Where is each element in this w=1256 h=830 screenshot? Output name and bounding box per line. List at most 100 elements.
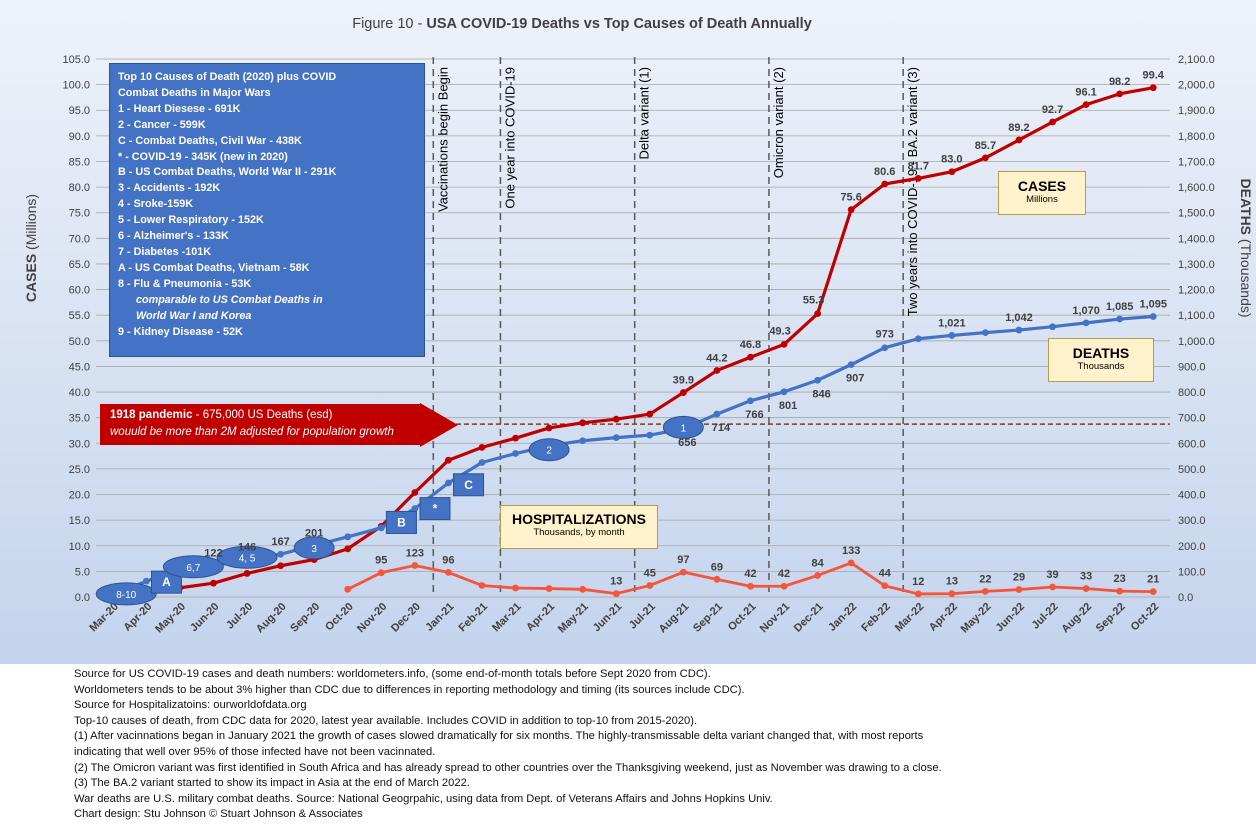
- data-point: [646, 410, 654, 418]
- data-point: [445, 569, 452, 576]
- y-right-tick-label: 2,000.0: [1178, 80, 1215, 92]
- y-left-tick-label: 105.0: [62, 54, 90, 66]
- data-label: 96.1: [1075, 87, 1096, 99]
- cases-callout-sub: Millions: [1026, 194, 1058, 205]
- y-right-tick-label: 1,700.0: [1178, 156, 1215, 168]
- data-label: 122: [204, 548, 222, 560]
- note-line: Source for Hospitalizatoins: ourworldofd…: [74, 699, 307, 712]
- legend-line: B - US Combat Deaths, World War II - 291…: [118, 166, 337, 179]
- marker-ellipse: [662, 415, 704, 439]
- data-label: 1,070: [1072, 305, 1100, 317]
- data-point: [814, 572, 821, 579]
- data-label: 714: [712, 422, 731, 434]
- data-point: [142, 577, 150, 585]
- y-left-tick-label: 65.0: [69, 259, 90, 271]
- deaths-callout: DEATHS Thousands: [1048, 338, 1154, 382]
- data-point: [713, 410, 721, 418]
- marker-square: [385, 510, 417, 534]
- legend-line: 5 - Lower Respiratory - 152K: [118, 214, 264, 227]
- data-point: [612, 415, 620, 423]
- note-line: indicating that well over 95% of those i…: [74, 745, 436, 758]
- data-point: [881, 582, 889, 590]
- data-point: [1049, 583, 1056, 591]
- hosp-callout: HOSPITALIZATIONS Thousands, by month: [500, 505, 658, 549]
- data-point: [814, 376, 821, 384]
- data-point: [243, 570, 251, 577]
- data-point: [579, 419, 587, 427]
- data-label: 99.4: [1143, 70, 1165, 82]
- data-label: 75.6: [840, 192, 861, 204]
- data-label: 95: [375, 555, 387, 567]
- data-point: [1082, 319, 1090, 327]
- data-point: [747, 353, 754, 361]
- data-point: [344, 545, 352, 553]
- y-right-tick-label: 0.0: [1178, 592, 1193, 604]
- reference-line-label: Delta variant (1): [637, 67, 652, 159]
- cases-callout-title: CASES: [1017, 178, 1067, 194]
- series-line-cases: [112, 86, 1154, 598]
- data-label: 13: [610, 576, 622, 588]
- data-point: [579, 585, 587, 593]
- data-point: [1149, 84, 1157, 92]
- data-label: 973: [876, 329, 894, 341]
- y-left-tick-label: 40.0: [69, 387, 90, 399]
- y-right-axis-title: DEATHS (Thousands): [1238, 178, 1254, 317]
- y-left-tick-label: 10.0: [69, 541, 90, 553]
- data-point: [982, 587, 989, 595]
- data-point: [1015, 586, 1023, 593]
- data-point: [1082, 101, 1090, 109]
- data-point: [512, 584, 519, 592]
- y-right-tick-label: 1,500.0: [1178, 208, 1215, 220]
- y-left-tick-label: 85.0: [69, 156, 90, 168]
- data-label: 22: [979, 573, 991, 585]
- data-label: 12: [912, 576, 924, 588]
- y-right-tick-label: 200.0: [1178, 541, 1206, 553]
- data-point: [713, 575, 721, 583]
- y-right-tick-label: 1,100.0: [1178, 310, 1215, 322]
- chart-title: Figure 10 - USA COVID-19 Deaths vs Top C…: [352, 16, 812, 32]
- data-label: 69: [711, 561, 723, 573]
- data-label: 98.2: [1109, 76, 1130, 88]
- y-left-tick-label: 60.0: [69, 285, 90, 297]
- y-right-tick-label: 1,600.0: [1178, 182, 1215, 194]
- y-right-tick-label: 1,400.0: [1178, 233, 1215, 245]
- series-line-deaths: [112, 314, 1154, 597]
- data-point: [780, 340, 788, 348]
- data-label: 96: [442, 554, 454, 566]
- deaths-callout-title: DEATHS: [1072, 345, 1130, 361]
- data-point: [478, 459, 486, 466]
- data-label: 92.7: [1042, 104, 1063, 116]
- y-left-tick-label: 70.0: [69, 233, 90, 245]
- y-right-tick-label: 300.0: [1178, 515, 1206, 527]
- data-point: [1116, 90, 1124, 98]
- pandemic-deaths: - 675,000 US Deaths (esd): [192, 409, 333, 421]
- data-label: 97: [677, 554, 689, 566]
- data-label: 1,085: [1106, 301, 1134, 313]
- data-point: [747, 397, 754, 405]
- data-label: 42: [778, 568, 790, 580]
- data-point: [277, 550, 284, 558]
- marker-label: 3: [311, 544, 317, 555]
- legend-line: 6 - Alzheimer's - 133K: [118, 230, 229, 243]
- y-left-tick-label: 95.0: [69, 105, 90, 117]
- legend-line: C - Combat Deaths, Civil War - 438K: [118, 134, 302, 147]
- note-line: Top-10 causes of death, from CDC data fo…: [74, 714, 698, 727]
- data-point: [377, 569, 385, 577]
- legend-line: 3 - Accidents - 192K: [118, 182, 221, 195]
- data-label: 656: [678, 437, 696, 449]
- data-point: [377, 524, 385, 532]
- cases-callout: CASES Millions: [998, 171, 1086, 215]
- y-right-tick-label: 500.0: [1178, 464, 1206, 476]
- y-right-tick-label: 600.0: [1178, 438, 1206, 450]
- y-left-tick-label: 0.0: [75, 592, 90, 604]
- data-labels: 39.9 44.2 46.8 49.3 55.3 75.6 80.6 81.7 83.0 85.7…: [204, 70, 1167, 588]
- note-line: Worldometers tends to be about 3% higher…: [74, 683, 745, 696]
- data-point: [1015, 326, 1023, 334]
- marker-label: 8-10: [116, 590, 136, 601]
- note-line: Source for US COVID-19 cases and death n…: [74, 668, 711, 680]
- reference-line-label: Omicron variant (2): [771, 67, 786, 178]
- data-point: [612, 590, 620, 598]
- y-right-tick-label: 1,200.0: [1178, 285, 1215, 297]
- legend-line: 1 - Heart Diesese - 691K: [118, 102, 241, 115]
